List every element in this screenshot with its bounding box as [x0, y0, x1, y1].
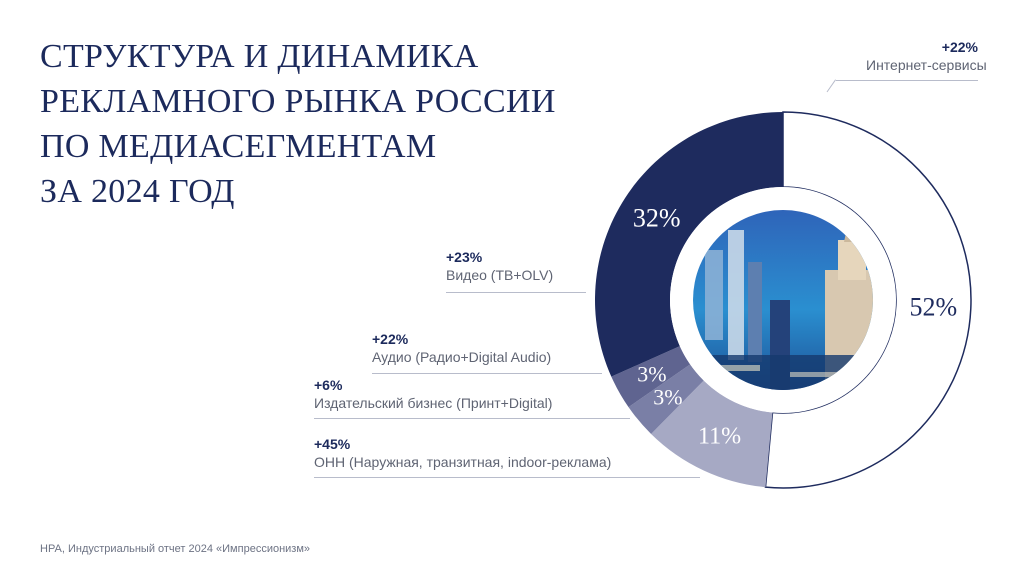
legend-audio: +22% Аудио (Радио+Digital Audio) — [372, 330, 551, 366]
legend-video: +23% Видео (ТВ+OLV) — [446, 248, 553, 284]
donut-slice-0 — [764, 111, 972, 489]
legend-ooh-growth: +45% — [314, 436, 351, 452]
slice-label-1: 11% — [698, 423, 741, 449]
legend-internet: +22% Интернет-сервисы — [866, 38, 987, 74]
legend-internet-name: Интернет-сервисы — [866, 57, 987, 73]
legend-internet-growth: +22% — [941, 39, 978, 55]
slice-label-2: 3% — [653, 384, 682, 409]
slice-labels: 52% 11% 3%3% 32% — [633, 204, 957, 450]
legend-audio-growth: +22% — [372, 331, 409, 347]
legend-ooh-rule — [314, 477, 700, 478]
legend-print: +6% Издательский бизнес (Принт+Digital) — [314, 376, 552, 412]
donut-slices — [595, 111, 972, 489]
legend-video-growth: +23% — [446, 249, 483, 265]
title-line-1: СТРУКТУРА И ДИНАМИКА — [40, 38, 479, 75]
legend-ooh: +45% ОНН (Наружная, транзитная, indoor-р… — [314, 435, 611, 471]
legend-audio-rule — [372, 373, 602, 374]
legend-video-rule — [446, 292, 586, 293]
legend-print-name: Издательский бизнес (Принт+Digital) — [314, 395, 553, 411]
legend-print-rule — [314, 418, 630, 419]
slice-label-0: 52% — [910, 293, 958, 322]
donut-slice-2 — [628, 364, 704, 434]
legend-print-growth: +6% — [314, 377, 343, 393]
title-line-4: ЗА 2024 ГОД — [40, 173, 235, 210]
donut-slice-1 — [651, 380, 773, 488]
title-line-3: ПО МЕДИАСЕГМЕНТАМ — [40, 128, 437, 165]
donut-slice-4 — [595, 112, 783, 377]
legend-internet-rule — [836, 80, 978, 81]
slice-label-3: 3% — [637, 361, 666, 386]
legend-ooh-name: ОНН (Наружная, транзитная, indoor-реклам… — [314, 454, 612, 470]
title-line-2: РЕКЛАМНОГО РЫНКА РОССИИ — [40, 83, 556, 120]
donut-slice-3 — [611, 346, 691, 408]
slice-label-4: 32% — [633, 204, 681, 233]
source-footnote: НРА, Индустриальный отчет 2024 «Импресси… — [40, 543, 311, 555]
page-title: СТРУКТУРА И ДИНАМИКА РЕКЛАМНОГО РЫНКА РО… — [40, 34, 600, 214]
legend-audio-name: Аудио (Радио+Digital Audio) — [372, 349, 552, 365]
legend-video-name: Видео (ТВ+OLV) — [446, 267, 554, 283]
